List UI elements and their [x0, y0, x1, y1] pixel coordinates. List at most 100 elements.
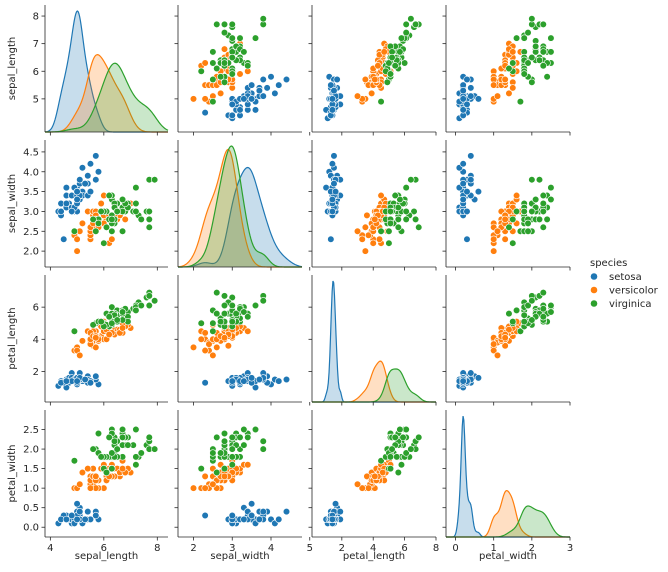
y-tick-label: 2: [33, 367, 39, 378]
point-versicolor-48: [493, 227, 502, 235]
point-virginica-25: [520, 34, 528, 42]
point-versicolor-14: [224, 342, 232, 350]
point-virginica-21: [383, 78, 391, 86]
panel-sepal_width-vs-sepal_length: 2.0 2.5 3.0 3.5 4.0 4.5: [23, 140, 168, 271]
point-virginica-30: [220, 301, 229, 310]
point-setosa-40: [248, 511, 256, 520]
point-virginica-35: [539, 20, 547, 28]
point-setosa-44: [259, 508, 267, 516]
point-virginica-30: [524, 301, 532, 310]
point-setosa-45: [463, 100, 471, 108]
point-virginica-47: [228, 53, 236, 62]
point-versicolor-49: [371, 215, 379, 223]
point-virginica-49: [97, 207, 105, 216]
point-virginica-34: [213, 64, 221, 73]
y-axis-label-sepal_width: sepal_width: [7, 174, 18, 233]
point-virginica-6: [377, 98, 385, 106]
panel-sepal_length-vs-petal_width: [442, 5, 571, 136]
point-versicolor-41: [379, 468, 387, 477]
y-tick-label: 1.0: [23, 484, 39, 495]
point-virginica-18: [415, 223, 423, 231]
point-versicolor-34: [84, 465, 92, 473]
point-versicolor-48: [493, 351, 502, 359]
point-virginica-6: [377, 457, 385, 465]
point-virginica-34: [213, 309, 221, 318]
point-virginica-34: [394, 223, 402, 231]
point-virginica-18: [415, 433, 423, 441]
point-virginica-40: [232, 309, 240, 318]
point-virginica-46: [385, 59, 393, 67]
point-setosa-33: [328, 160, 337, 168]
point-virginica-25: [132, 199, 140, 208]
y-tick-label: 6: [33, 67, 39, 78]
x-axis-label-petal_width: petal_width: [479, 551, 537, 562]
point-virginica-49: [520, 318, 528, 326]
point-virginica-31: [151, 176, 159, 184]
point-virginica-34: [394, 468, 402, 477]
point-virginica-44: [547, 308, 555, 316]
y-tick-label: 7: [33, 39, 39, 50]
point-setosa-41: [201, 511, 209, 520]
point-versicolor-49: [220, 334, 229, 342]
point-setosa-47: [328, 106, 337, 114]
point-setosa-45: [68, 207, 76, 216]
point-virginica-32: [220, 309, 229, 318]
point-virginica-49: [386, 207, 395, 216]
point-virginica-31: [259, 15, 267, 23]
point-versicolor-10: [361, 247, 369, 255]
point-versicolor-9: [505, 89, 513, 97]
point-versicolor-48: [209, 480, 217, 488]
point-virginica-17: [535, 176, 544, 184]
y-tick-label: 2.0: [23, 445, 39, 456]
point-virginica-18: [145, 223, 153, 231]
point-versicolor-9: [78, 468, 87, 477]
point-setosa-49: [459, 377, 467, 385]
point-versicolor-49: [220, 472, 229, 481]
point-setosa-49: [328, 195, 337, 204]
x-axis-label-petal_length: petal_length: [343, 551, 405, 562]
point-virginica-49: [97, 453, 105, 461]
point-virginica-9: [547, 184, 555, 192]
point-setosa-48: [459, 86, 467, 95]
point-versicolor-35: [377, 191, 385, 200]
point-virginica-34: [505, 309, 513, 318]
point-virginica-48: [105, 191, 113, 200]
point-setosa-41: [60, 235, 68, 243]
point-virginica-14: [94, 429, 103, 438]
point-setosa-48: [81, 180, 89, 188]
point-virginica-47: [113, 316, 121, 324]
point-setosa-43: [474, 374, 483, 382]
point-versicolor-31: [205, 340, 213, 348]
kde-fill-setosa-sepal_length: [45, 11, 168, 132]
point-virginica-8: [209, 48, 217, 56]
point-virginica-34: [102, 468, 111, 477]
point-virginica-29: [132, 306, 140, 314]
point-virginica-34: [505, 223, 513, 231]
point-versicolor-49: [501, 334, 509, 342]
point-virginica-6: [70, 327, 79, 335]
point-virginica-46: [524, 227, 532, 235]
point-virginica-9: [402, 425, 410, 434]
point-setosa-49: [240, 377, 248, 385]
point-setosa-44: [467, 92, 475, 100]
point-setosa-47: [62, 377, 70, 385]
point-virginica-34: [102, 223, 111, 231]
x-tick-label: 2: [529, 543, 535, 554]
point-virginica-46: [108, 319, 116, 327]
point-virginica-43: [539, 305, 547, 313]
point-virginica-44: [240, 425, 248, 434]
point-versicolor-49: [371, 472, 379, 481]
point-virginica-42: [386, 219, 395, 227]
panel-sepal_length-vs-sepal_length: 5 6 7 8: [33, 5, 169, 136]
point-virginica-34: [213, 468, 221, 477]
point-versicolor-43: [73, 235, 81, 243]
x-tick-label: 4: [268, 543, 274, 554]
point-versicolor-48: [209, 351, 217, 359]
point-virginica-44: [118, 425, 127, 434]
point-setosa-44: [336, 508, 344, 516]
panel-petal_length-vs-sepal_length: 2 4 6: [33, 275, 168, 406]
kde-fill-setosa-sepal_width: [178, 167, 302, 267]
point-virginica-29: [397, 34, 406, 42]
point-virginica-29: [512, 207, 521, 216]
point-setosa-47: [62, 515, 70, 524]
